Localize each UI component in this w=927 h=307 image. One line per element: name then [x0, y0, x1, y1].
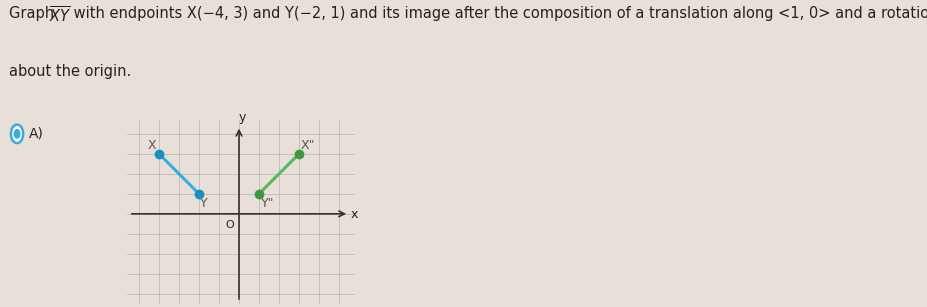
Text: X": X": [301, 139, 315, 152]
Text: about the origin.: about the origin.: [9, 64, 132, 79]
Text: Graph: Graph: [9, 6, 59, 21]
Text: with endpoints X(−4, 3) and Y(−2, 1) and its image after the composition of a tr: with endpoints X(−4, 3) and Y(−2, 1) and…: [70, 6, 927, 21]
Text: A): A): [30, 127, 44, 141]
Text: Y": Y": [261, 197, 274, 210]
Circle shape: [11, 125, 23, 143]
Text: x: x: [351, 208, 359, 221]
Text: y: y: [238, 111, 246, 124]
Text: $\overline{XY}$: $\overline{XY}$: [49, 6, 71, 26]
Text: X: X: [147, 139, 156, 152]
Text: Y: Y: [200, 197, 208, 210]
Circle shape: [14, 130, 19, 138]
Text: O: O: [225, 220, 234, 230]
